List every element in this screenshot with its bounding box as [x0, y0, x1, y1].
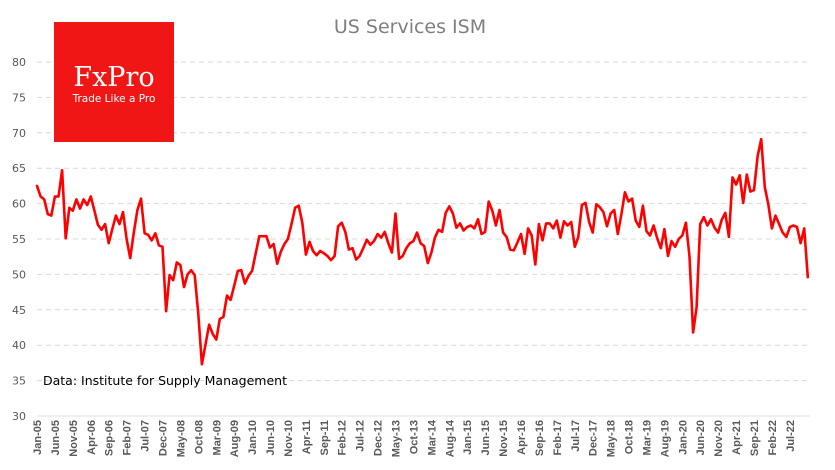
x-tick-label: Jul-12: [355, 420, 367, 452]
logo-background: [54, 22, 174, 142]
x-tick-label: Nov-15: [498, 420, 510, 457]
x-tick-label: Aug-09: [229, 420, 241, 457]
y-tick-label: 40: [12, 339, 26, 352]
x-tick-label: Apr-06: [86, 420, 98, 455]
y-tick-label: 30: [12, 410, 26, 423]
y-tick-label: 55: [12, 233, 26, 246]
y-tick-label: 80: [12, 56, 26, 69]
series-line-us-services-ism: [35, 137, 810, 366]
series-layer: [35, 137, 810, 366]
x-tick-label: Sep-16: [534, 420, 546, 456]
x-tick-label: Nov-20: [713, 420, 725, 457]
x-tick-label: Jun-05: [50, 420, 62, 455]
x-tick-label: Aug-14: [444, 419, 456, 457]
x-axis: Jan-05 Jun-05 Nov-05 Apr-06 Sep-06 Feb-07 Jul-…: [32, 419, 797, 457]
x-tick-label: Jun-15: [480, 420, 492, 455]
x-tick-label: Oct-13: [408, 420, 420, 454]
logo-tagline: Trade Like a Pro: [72, 93, 156, 105]
x-tick-label: Feb-12: [337, 420, 349, 455]
fxpro-logo: FxPro Trade Like a Pro: [54, 22, 174, 142]
source-annotation: Data: Institute for Supply Management: [43, 373, 287, 388]
x-tick-label: Apr-21: [731, 420, 743, 455]
y-tick-label: 65: [12, 162, 26, 175]
x-tick-label: Jan-05: [32, 420, 44, 455]
x-tick-label: Feb-22: [767, 420, 779, 455]
x-tick-label: Dec-07: [157, 420, 169, 456]
x-tick-label: Jan-20: [677, 420, 689, 455]
x-tick-label: Sep-21: [749, 420, 761, 456]
x-tick-label: Jul-17: [570, 420, 582, 452]
x-tick-label: Sep-06: [104, 420, 116, 456]
x-tick-label: Apr-11: [301, 420, 313, 454]
x-tick-label: Jan-15: [462, 420, 474, 455]
x-tick-label: Nov-10: [283, 420, 295, 457]
x-tick-label: Dec-17: [588, 420, 600, 456]
x-tick-label: Jun-20: [695, 420, 707, 455]
x-tick-label: Feb-07: [122, 420, 134, 455]
chart-title: US Services ISM: [334, 16, 486, 38]
x-tick-label: Oct-18: [624, 420, 636, 454]
y-tick-label: 75: [12, 91, 26, 104]
x-tick-label: Nov-05: [68, 420, 80, 457]
x-tick-label: Feb-17: [552, 420, 564, 455]
x-tick-label: Jul-07: [140, 420, 152, 452]
y-tick-label: 70: [12, 127, 26, 140]
y-axis: 30 35 40 45 50 55 60 65 70 75 80: [12, 56, 26, 423]
x-tick-label: May-08: [175, 420, 187, 457]
x-tick-label: Sep-11: [319, 420, 331, 455]
x-tick-label: May-18: [606, 420, 618, 457]
x-tick-label: Dec-12: [373, 420, 385, 456]
x-tick-label: Aug-19: [659, 420, 671, 457]
x-tick-label: Jun-10: [265, 420, 277, 455]
x-tick-label: Mar-09: [211, 420, 223, 455]
x-tick-label: Jul-22: [785, 420, 797, 452]
x-tick-label: Apr-16: [516, 420, 528, 455]
x-tick-label: Mar-14: [426, 419, 438, 455]
y-tick-label: 60: [12, 198, 26, 211]
y-tick-label: 50: [12, 268, 26, 281]
y-tick-label: 45: [12, 304, 26, 317]
x-tick-label: May-13: [391, 420, 403, 457]
x-tick-label: Oct-08: [193, 420, 205, 454]
x-tick-label: Mar-19: [641, 420, 653, 455]
y-tick-label: 35: [12, 375, 26, 388]
x-tick-label: Jan-10: [247, 420, 259, 455]
logo-brand: FxPro: [73, 62, 154, 93]
